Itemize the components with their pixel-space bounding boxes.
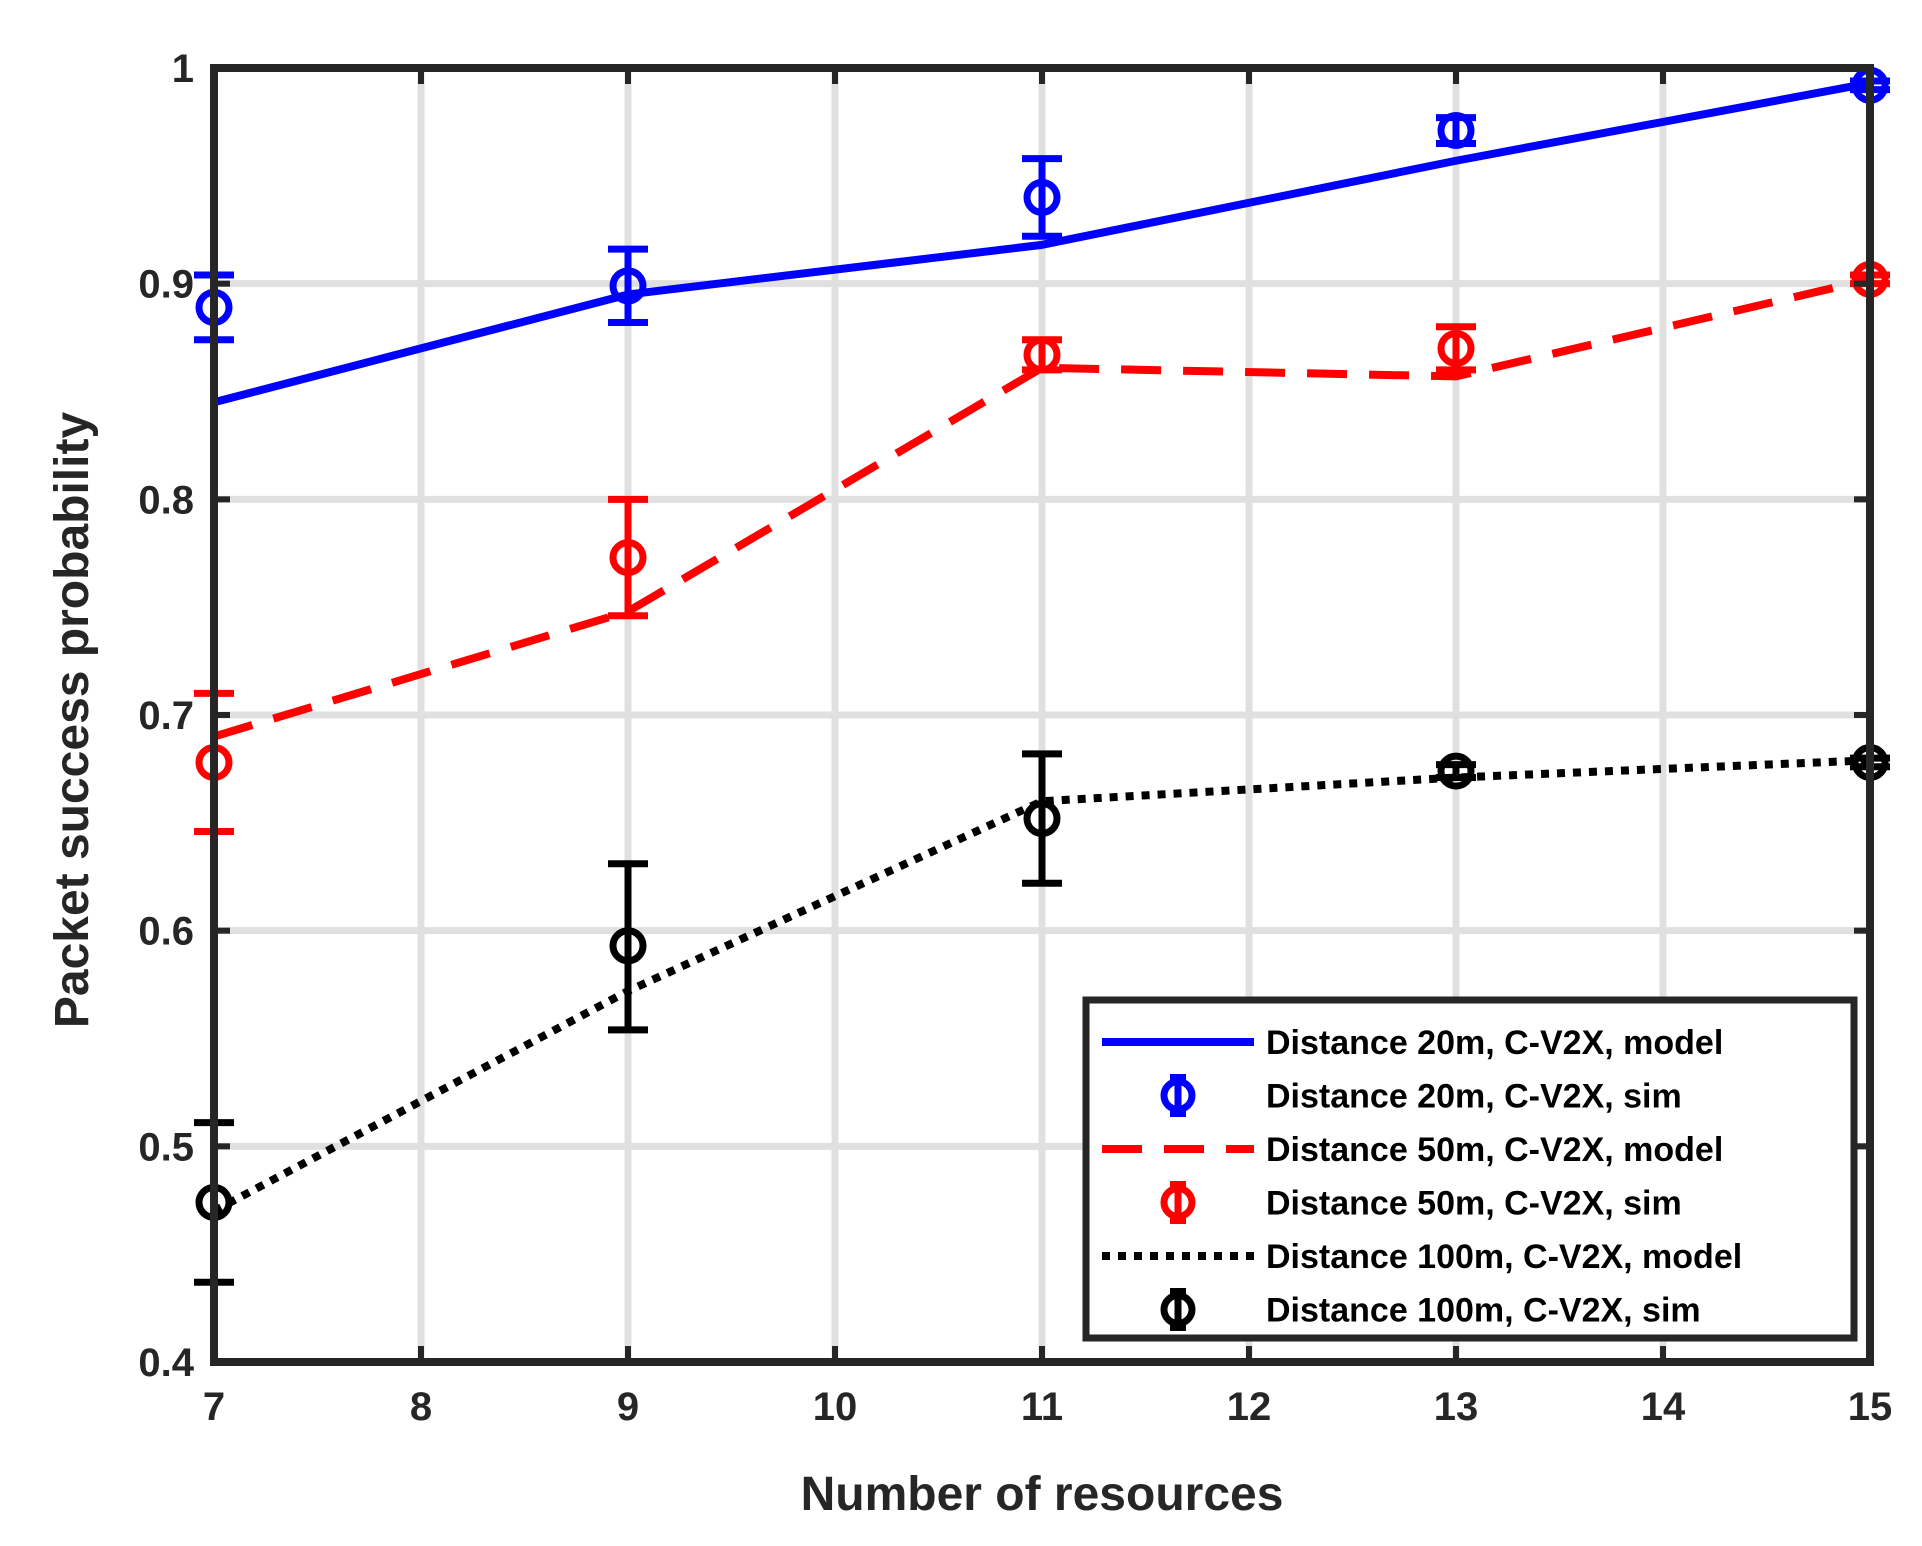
legend-entry-distance-100m-c-v2x-sim: Distance 100m, C-V2X, sim (1160, 1288, 1701, 1331)
x-tick-label: 9 (617, 1385, 639, 1429)
x-tick-label: 8 (410, 1385, 432, 1429)
data-point-marker (1437, 752, 1475, 790)
legend-entry-distance-20m-c-v2x-model: Distance 20m, C-V2X, model (1102, 1024, 1723, 1062)
legend-marker-swatch (1160, 1078, 1196, 1113)
x-axis-title: Number of resources (801, 1468, 1284, 1521)
y-tick-label: 0.6 (138, 910, 194, 954)
legend-entry-distance-50m-c-v2x-sim: Distance 50m, C-V2X, sim (1160, 1181, 1682, 1224)
legend-label: Distance 100m, C-V2X, sim (1266, 1292, 1701, 1330)
legend-marker-swatch (1160, 1185, 1196, 1220)
legend-label: Distance 100m, C-V2X, model (1266, 1238, 1742, 1276)
data-point-marker (1023, 336, 1061, 374)
x-tick-label: 10 (813, 1385, 858, 1429)
data-point-marker (1023, 178, 1061, 216)
data-point-marker (609, 539, 647, 577)
data-point-marker (1437, 112, 1475, 150)
legend-entry-distance-20m-c-v2x-sim: Distance 20m, C-V2X, sim (1160, 1074, 1682, 1117)
x-tick-label: 7 (203, 1385, 225, 1429)
data-point-marker (609, 927, 647, 965)
data-point-marker (609, 267, 647, 305)
legend-entry-distance-100m-c-v2x-model: Distance 100m, C-V2X, model (1102, 1238, 1742, 1276)
tick-labels: 7 8 9 10 11 12 13 14 15 0.4 0.5 0.6 0.7 0.8 0.9 1 (138, 47, 1892, 1429)
ticks (211, 65, 1873, 1365)
legend-marker-swatch (1160, 1292, 1196, 1327)
legend-label: Distance 50m, C-V2X, model (1266, 1131, 1723, 1169)
y-tick-label: 0.9 (138, 263, 194, 307)
x-tick-label: 14 (1641, 1385, 1686, 1429)
data-point-marker (1437, 329, 1475, 367)
legend-box (1082, 996, 1858, 1342)
legend: Distance 20m, C-V2X, model Distance 20m, … (1082, 996, 1858, 1342)
y-tick-label: 0.7 (138, 694, 194, 738)
legend-label: Distance 20m, C-V2X, sim (1266, 1078, 1682, 1116)
x-tick-label: 13 (1434, 1385, 1479, 1429)
legend-entry-distance-50m-c-v2x-model: Distance 50m, C-V2X, model (1102, 1131, 1723, 1169)
y-tick-label: 1 (172, 47, 194, 91)
y-tick-label: 0.8 (138, 478, 194, 522)
y-tick-label: 0.5 (138, 1125, 194, 1169)
y-tick-label: 0.4 (138, 1341, 194, 1385)
y-axis-title: Packet success probability (46, 412, 99, 1029)
legend-label: Distance 20m, C-V2X, model (1266, 1024, 1723, 1062)
series-line-distance-20m-c-v2x-model (212, 79, 1871, 407)
x-tick-label: 15 (1848, 1385, 1893, 1429)
x-tick-label: 12 (1227, 1385, 1272, 1429)
x-tick-label: 11 (1021, 1385, 1063, 1429)
legend-label: Distance 50m, C-V2X, sim (1266, 1185, 1682, 1223)
series-line-distance-100m-c-v2x-model (212, 756, 1871, 1215)
data-point-marker (1023, 800, 1061, 838)
series-layer (194, 66, 1890, 1286)
